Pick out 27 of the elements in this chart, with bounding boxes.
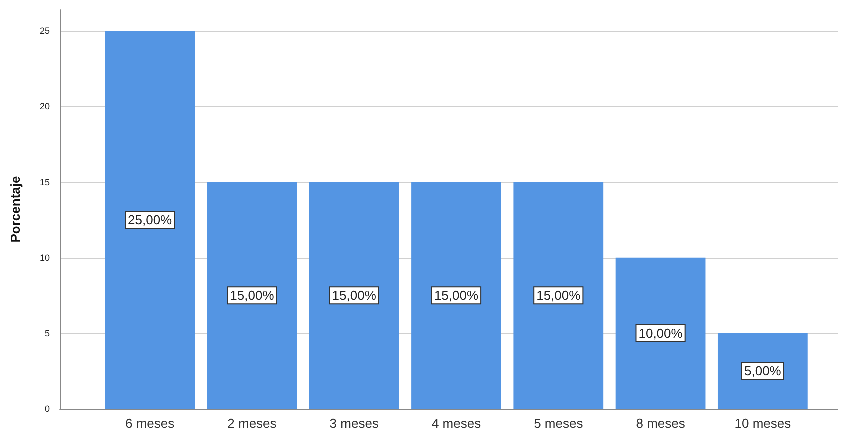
y-tick-label: 10 <box>40 252 50 263</box>
x-tick-label: 10 meses <box>734 416 792 431</box>
bar <box>207 182 298 409</box>
bar <box>412 182 502 409</box>
x-tick-label: 5 meses <box>534 416 584 431</box>
y-tick-label: 0 <box>44 404 50 414</box>
data-label: 5,00% <box>744 364 782 379</box>
bar <box>616 258 706 409</box>
bar <box>309 182 400 409</box>
y-tick-label: 25 <box>40 26 50 36</box>
x-tick-label: 8 meses <box>636 416 686 431</box>
x-tick-label: 4 meses <box>432 416 482 431</box>
y-tick-label: 5 <box>44 328 50 338</box>
data-label: 15,00% <box>434 288 479 304</box>
data-label: 15,00% <box>536 288 582 304</box>
x-tick-label: 3 meses <box>330 416 380 431</box>
x-tick-label: 6 meses <box>126 416 176 431</box>
data-label: 25,00% <box>128 212 173 228</box>
bar <box>514 182 604 409</box>
data-label: 15,00% <box>332 288 377 304</box>
y-axis-title: Porcentaje <box>8 176 23 243</box>
y-tick-label: 20 <box>40 102 50 112</box>
x-tick-label: 2 meses <box>228 416 278 431</box>
data-label: 15,00% <box>230 288 275 304</box>
data-label: 10,00% <box>638 326 684 341</box>
bar <box>105 31 196 409</box>
y-tick-label: 15 <box>40 177 50 188</box>
